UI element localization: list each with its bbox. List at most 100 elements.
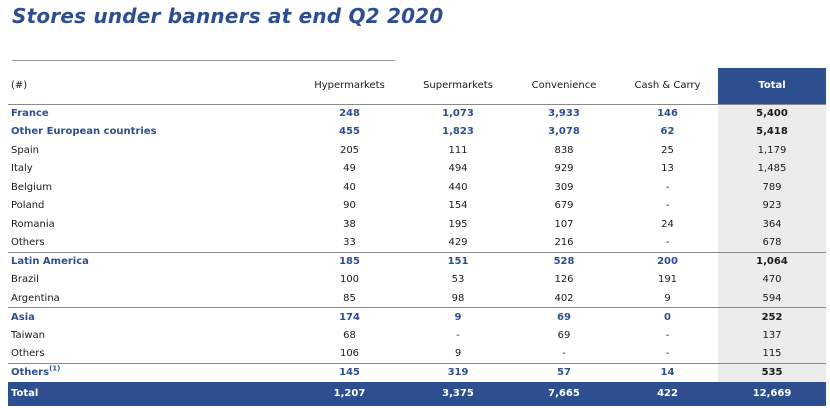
total-cell: 137 [718,326,826,345]
total-cell: 5,418 [718,122,826,141]
title-divider [12,60,395,61]
table-row-taiwan: Taiwan 68 - 69 - 137 [8,326,826,345]
total-cell: 364 [718,215,826,234]
cell: - [665,200,670,212]
cell: 62 [660,126,675,138]
row-label: Total [8,381,294,406]
row-label: Romania [11,218,55,230]
table-row-asia-others: Others 106 9 - - 115 [8,344,826,363]
cell: 429 [448,237,468,248]
unit-label: (#) [8,68,294,105]
row-label: Italy [11,163,33,175]
total-cell: 789 [718,178,826,197]
cell: - [665,181,670,193]
row-label: Poland [11,200,45,212]
col-header-cash-carry: Cash & Carry [617,68,718,105]
total-row-cell: 1,207 [294,381,405,406]
cell: 9 [664,292,671,304]
table-row-brazil: Brazil 100 53 126 191 470 [8,270,826,289]
cell: - [562,348,566,359]
row-label: Spain [11,144,39,156]
cell: 106 [339,348,360,359]
cell: - [665,348,670,359]
total-cell: 535 [718,362,826,382]
grand-total-cell: 12,669 [718,381,826,406]
cell: 440 [448,181,468,193]
row-label: Others [11,348,45,359]
table-row-total: Total 1,207 3,375 7,665 422 12,669 [8,381,826,406]
total-row-cell: 3,375 [405,381,511,406]
col-header-hypermarkets: Hypermarkets [294,68,405,105]
cell: 145 [294,362,405,382]
cell: 126 [554,274,574,286]
row-label: Other European countries [11,126,157,138]
cell: 154 [448,200,468,212]
cell: 100 [339,274,360,286]
footnote-marker: (1) [49,364,61,373]
header-row: (#) Hypermarkets Supermarkets Convenienc… [8,68,826,105]
cell: 33 [343,237,356,248]
col-header-convenience: Convenience [511,68,617,105]
table-row-argentina: Argentina 85 98 402 9 594 [8,289,826,308]
cell: - [665,237,670,248]
stores-table: (#) Hypermarkets Supermarkets Convenienc… [8,68,826,406]
total-cell: 923 [718,196,826,215]
cell: 53 [451,274,465,286]
row-label: Latin America [8,251,294,271]
cell: 107 [554,218,574,230]
row-label: France [11,108,49,119]
table-row-other-european: Other European countries 455 1,823 3,078… [8,122,826,141]
table-row-poland: Poland 90 154 679 - 923 [8,196,826,215]
cell: 494 [448,163,468,175]
total-cell: 1,064 [718,251,826,271]
cell: 216 [554,237,574,248]
total-row-cell: 7,665 [511,381,617,406]
cell: 9 [405,307,511,326]
table-row-italy: Italy 49 494 929 13 1,485 [8,159,826,178]
page-title: Stores under banners at end Q2 2020 [12,4,444,28]
cell: 319 [405,362,511,382]
col-header-total: Total [718,68,826,105]
row-label: Taiwan [11,329,46,341]
total-cell: 470 [718,270,826,289]
table-row-others: Others(1) 145 319 57 14 535 [8,362,826,382]
cell: 0 [617,307,718,326]
cell: 40 [343,181,356,193]
total-cell: 678 [718,233,826,252]
table-row-belgium: Belgium 40 440 309 - 789 [8,178,826,197]
cell: 14 [617,362,718,382]
cell: 69 [557,329,571,341]
row-label: Belgium [11,181,52,193]
col-header-supermarkets: Supermarkets [405,68,511,105]
cell: 1,823 [442,126,474,138]
cell: 25 [661,144,674,156]
cell: 3,933 [548,108,580,119]
total-cell: 594 [718,289,826,308]
cell: 679 [554,200,574,212]
cell: 24 [661,218,674,230]
cell: 111 [448,144,468,156]
cell: 185 [294,251,405,271]
cell: 3,078 [548,126,580,138]
cell: - [665,329,670,341]
cell: 151 [405,251,511,271]
cell: 191 [657,274,678,286]
cell: 69 [511,307,617,326]
cell: 85 [343,292,356,304]
cell: 38 [343,218,356,230]
row-label: Others [11,237,45,248]
table-row-spain: Spain 205 111 838 25 1,179 [8,141,826,160]
cell: 49 [343,163,356,175]
total-cell: 252 [718,307,826,326]
total-cell: 5,400 [718,104,826,123]
table-row-romania: Romania 38 195 107 24 364 [8,215,826,234]
row-label: Argentina [11,292,60,304]
cell: 174 [294,307,405,326]
cell: 195 [448,218,468,230]
cell: 528 [511,251,617,271]
row-label: Asia [8,307,294,326]
row-label: Others(1) [8,362,294,382]
cell: 248 [339,108,360,119]
cell: 929 [554,163,574,175]
row-label-text: Others [11,367,50,378]
